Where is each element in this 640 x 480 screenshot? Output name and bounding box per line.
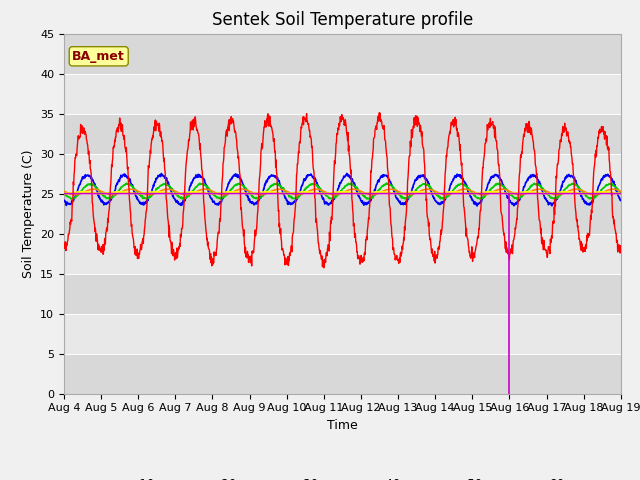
Bar [64, 193, 621, 234]
Title: Sentek Soil Temperature profile: Sentek Soil Temperature profile [212, 11, 473, 29]
Bar [64, 234, 621, 274]
Bar [64, 73, 621, 114]
Bar [64, 274, 621, 313]
Bar [64, 114, 621, 154]
Text: BA_met: BA_met [72, 50, 125, 63]
Bar [64, 354, 621, 394]
Legend: -10cm, -20cm, -30cm, -40cm, -50cm, -60cm: -10cm, -20cm, -30cm, -40cm, -50cm, -60cm [98, 473, 587, 480]
Y-axis label: Soil Temperature (C): Soil Temperature (C) [22, 149, 35, 278]
Bar [64, 34, 621, 73]
Bar [64, 313, 621, 354]
X-axis label: Time: Time [327, 419, 358, 432]
Bar [64, 154, 621, 193]
